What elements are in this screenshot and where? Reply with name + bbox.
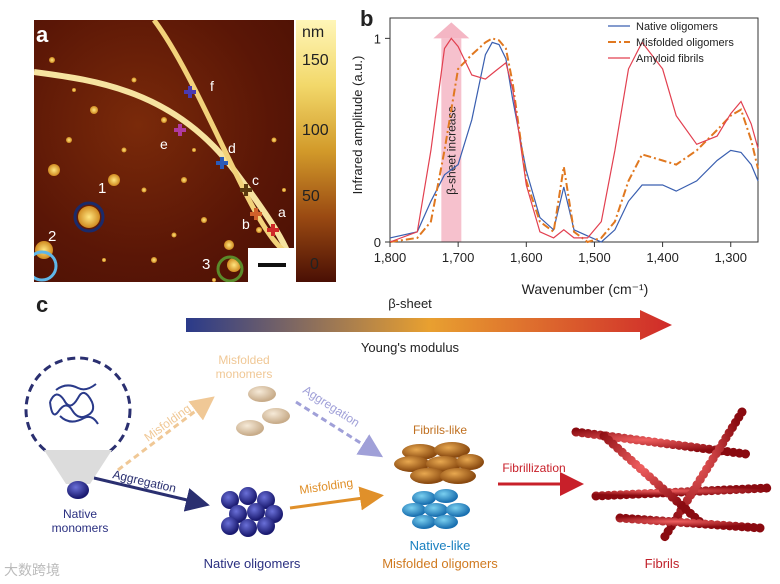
legend-label: Amyloid fibrils (636, 53, 704, 65)
colorbar-tick-150: 150 (302, 52, 329, 69)
native-oligomer-cluster (221, 487, 283, 537)
native-like-cluster (402, 489, 470, 529)
marker-label-c: c (252, 172, 259, 188)
native-monomer-bead (67, 481, 89, 499)
y-tick-label: 0 (374, 235, 381, 250)
circle-2 (34, 250, 58, 282)
ir-spectrum-chart: β-sheet increase 1,800 1,700 1,600 1,500 1,40… (350, 17, 759, 297)
legend-label: Native oligomers (636, 21, 718, 33)
fibrils-label: Fibrils (645, 556, 680, 571)
colorbar (296, 20, 336, 282)
y-tick-label: 1 (374, 31, 381, 46)
misfolded-monomers-label-1: Misfolded (218, 353, 269, 367)
circle-label-1: 1 (98, 180, 107, 197)
marker-label-a: a (278, 204, 286, 220)
x-tick-label: 1,400 (646, 250, 679, 265)
circle-3 (216, 255, 244, 282)
native-monomers-label-1: Native (63, 507, 97, 521)
x-tick-label: 1,300 (714, 250, 747, 265)
fibrils-like-label: Fibrils-like (413, 423, 467, 437)
marker-label-b: b (242, 216, 250, 232)
aggregation-diagram: β-sheet Young's modulus Native monomers … (24, 296, 773, 571)
legend-label: Misfolded oligomers (636, 37, 734, 49)
misfolded-oligomers-label: Misfolded oligomers (382, 556, 498, 571)
marker-label-d: d (228, 140, 236, 156)
series-line-2 (389, 37, 759, 243)
circle-label-3: 3 (202, 256, 211, 273)
x-tick-label: 1,600 (510, 250, 543, 265)
series-line-1 (389, 37, 759, 244)
beta-sheet-annotation: β-sheet increase (444, 106, 458, 195)
beta-sheet-bar (441, 38, 462, 243)
arrow-top-label: β-sheet (388, 296, 432, 311)
panel-a-label: a (36, 22, 49, 47)
series-line-0 (389, 41, 759, 243)
fibrils-like-cluster (394, 442, 484, 484)
plot-frame (389, 17, 759, 243)
colorbar-tick-100: 100 (302, 122, 329, 139)
arrow-bottom-label: Young's modulus (361, 340, 460, 355)
watermark-text: 大数跨境 (4, 562, 60, 578)
misfolding-arrow-1 (117, 396, 215, 472)
fibril-strand-1 (34, 69, 294, 267)
afm-image: f e d c b a 1 2 3 (34, 20, 294, 282)
misfolding-arrow-2 (289, 486, 384, 511)
colorbar-tick-50: 50 (302, 188, 320, 205)
fibrils-network (571, 407, 773, 543)
x-tick-label: 1,700 (442, 250, 475, 265)
protein-structure-icon (49, 383, 99, 425)
misfolded-monomers-label-2: monomers (216, 367, 273, 381)
panel-c-label: c (36, 292, 49, 317)
aggregation-arrow-2 (295, 400, 384, 458)
y-axis-label: Infrared amplitude (a.u.) (350, 56, 365, 195)
marker-label-f: f (210, 78, 214, 94)
x-tick-label: 1,500 (578, 250, 611, 265)
circle-label-2: 2 (48, 228, 57, 245)
native-monomers-label-2: monomers (52, 521, 109, 535)
misfolding-label-2: Misfolding (298, 476, 353, 497)
gradient-arrow (186, 310, 672, 340)
scale-bar (258, 263, 286, 267)
circle-1 (73, 201, 105, 233)
colorbar-tick-0: 0 (310, 256, 319, 273)
panel-b-label: b (360, 6, 374, 31)
magnification-circle (24, 356, 132, 464)
beta-sheet-arrowhead (433, 22, 470, 39)
aggregation-arrow-1 (93, 476, 210, 512)
marker-label-e: e (160, 136, 168, 152)
afm-markers (174, 86, 279, 236)
misfolded-monomer-beads (236, 386, 290, 436)
x-axis-label: Wavenumber (cm⁻¹) (522, 281, 649, 297)
native-oligomers-label: Native oligomers (204, 556, 301, 571)
misfolding-label-1: Misfolding (142, 401, 194, 444)
magnification-cone (44, 450, 112, 484)
plot-area: β-sheet increase 1,800 1,700 1,600 1,500 1,40… (374, 17, 759, 265)
afm-particles (35, 57, 286, 282)
x-tick-label: 1,800 (374, 250, 407, 265)
fibrillization-label: Fibrillization (502, 461, 565, 475)
native-like-label: Native-like (410, 538, 471, 553)
colorbar-unit: nm (302, 24, 325, 41)
afm-topography (34, 20, 294, 282)
